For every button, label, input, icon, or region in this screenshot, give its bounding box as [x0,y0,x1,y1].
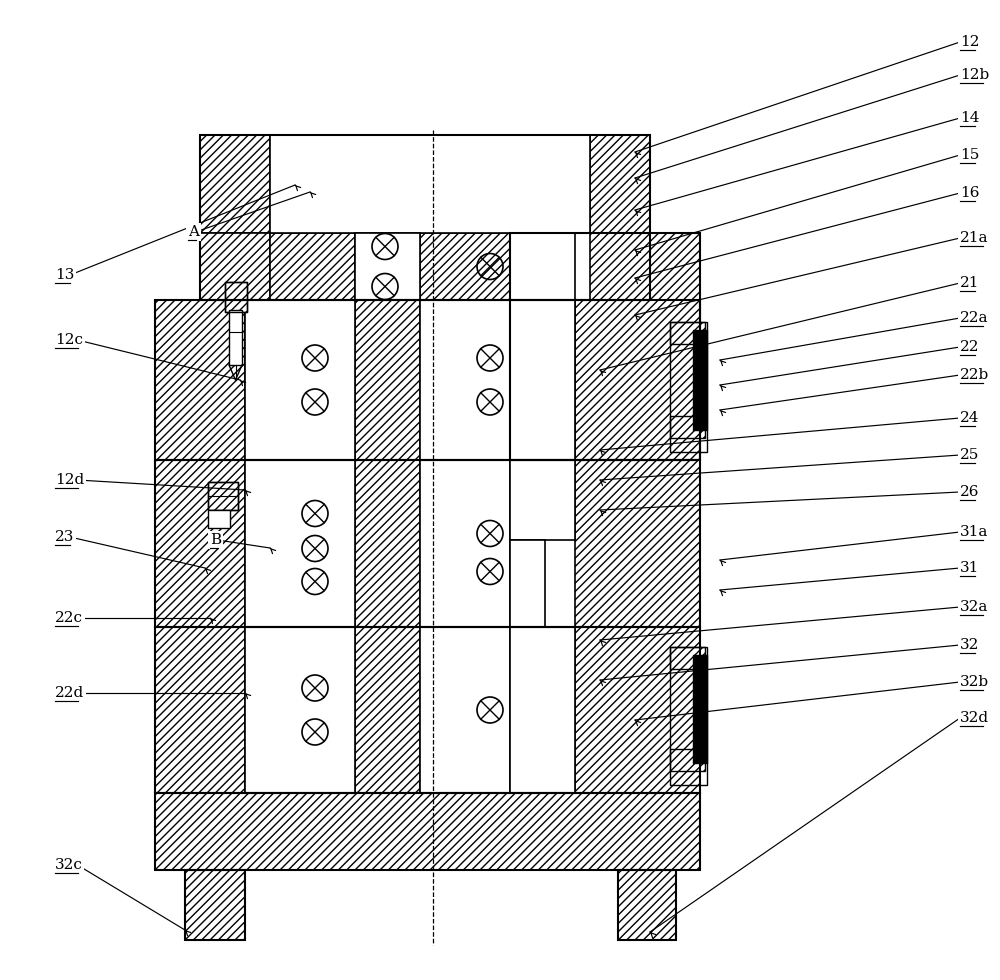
Bar [155,460,245,627]
Bar [208,482,238,510]
Bar [155,460,700,627]
Bar [590,233,650,300]
Bar [185,870,245,940]
Bar [245,300,355,460]
Bar [420,627,510,793]
Text: 15: 15 [960,148,979,162]
Bar [618,870,676,940]
Text: 12: 12 [960,35,980,49]
Text: 14: 14 [960,111,980,125]
Text: B: B [210,533,221,547]
Bar [355,300,420,460]
Text: 22a: 22a [960,311,988,325]
Text: 31: 31 [960,561,979,575]
Bar [420,460,510,627]
Bar [420,300,510,460]
Bar [670,647,705,669]
Text: 24: 24 [960,411,980,425]
Text: 16: 16 [960,186,980,200]
Text: 32b: 32b [960,675,989,689]
Bar [420,233,510,300]
Bar [208,482,238,510]
Bar [185,870,245,940]
Text: 22d: 22d [55,686,84,700]
Bar [200,135,270,233]
Bar [510,627,575,793]
Bar [510,233,700,460]
Bar [155,627,700,793]
Bar [670,749,705,771]
Bar [670,322,705,344]
Bar [270,233,355,300]
Text: 31a: 31a [960,525,988,539]
Bar [575,627,700,793]
Bar [200,233,270,300]
Bar [693,330,707,430]
Bar [670,416,705,438]
Bar [355,233,420,300]
Text: 25: 25 [960,448,979,462]
Bar [575,233,700,460]
Bar [270,135,590,233]
Bar [575,300,700,460]
Text: 21a: 21a [960,231,988,245]
Text: 26: 26 [960,485,980,499]
Bar [693,655,707,763]
Text: 32: 32 [960,638,979,652]
Bar [510,460,575,540]
Text: 22b: 22b [960,368,989,382]
Bar [355,460,420,627]
Bar [355,627,420,793]
Text: 32d: 32d [960,711,989,725]
Bar [225,282,247,312]
Text: 12b: 12b [960,68,989,82]
Bar [155,300,700,460]
Bar [229,310,242,365]
Text: 32c: 32c [55,858,83,872]
Bar [590,135,650,233]
Bar [670,322,707,452]
Text: A: A [188,225,199,239]
Text: 22: 22 [960,340,980,354]
Text: 12c: 12c [55,333,83,347]
Bar [155,793,700,870]
Bar [510,540,545,627]
Text: 12d: 12d [55,473,84,487]
Bar [510,300,575,460]
Bar [670,647,707,785]
Bar [225,282,247,312]
Bar [200,135,650,300]
Bar [245,460,355,627]
Bar [510,233,590,300]
Text: 21: 21 [960,276,980,290]
Text: 32a: 32a [960,600,988,614]
Bar [245,627,355,793]
Text: 22c: 22c [55,611,83,625]
Bar [155,300,245,460]
Bar [618,870,676,940]
Bar [575,460,700,627]
Bar [208,510,230,528]
Bar [510,233,575,460]
Text: 23: 23 [55,530,74,544]
Text: 13: 13 [55,268,74,282]
Bar [155,627,245,793]
Bar [155,793,700,870]
